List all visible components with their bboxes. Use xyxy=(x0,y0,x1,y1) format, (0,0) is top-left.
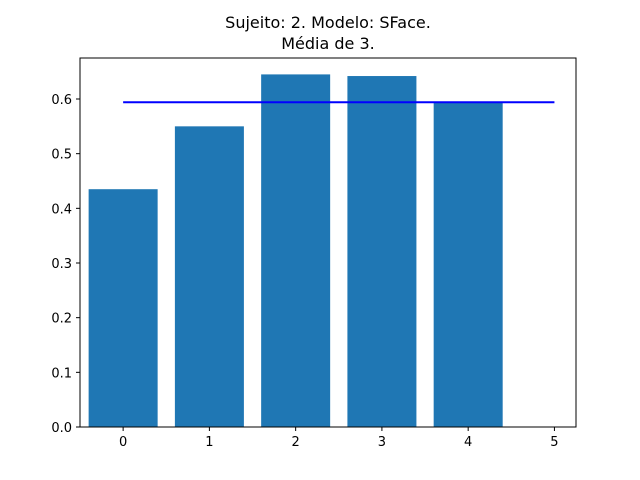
y-tick-label-6: 0.6 xyxy=(51,93,72,108)
x-tick-label-3: 3 xyxy=(378,435,386,450)
bar-4 xyxy=(433,101,503,427)
y-tick-label-3: 0.3 xyxy=(51,257,72,272)
y-tick-label-5: 0.5 xyxy=(51,148,72,163)
x-tick-label-1: 1 xyxy=(205,435,213,450)
plot-frame xyxy=(79,57,577,428)
bar-0 xyxy=(88,189,158,427)
y-tick-label-4: 0.4 xyxy=(51,202,72,217)
bar-1 xyxy=(174,126,244,427)
bar-2 xyxy=(261,74,331,428)
chart-title: Sujeito: 2. Modelo: SFace. xyxy=(225,13,431,32)
bar-3 xyxy=(347,76,417,427)
x-axis: 0 1 2 3 4 5 xyxy=(119,427,559,450)
x-tick-label-5: 5 xyxy=(550,435,558,450)
x-tick-label-0: 0 xyxy=(119,435,127,450)
y-tick-label-0: 0.0 xyxy=(51,421,72,436)
x-tick-label-4: 4 xyxy=(464,435,472,450)
chart-subtitle: Média de 3. xyxy=(281,34,375,53)
y-tick-label-2: 0.2 xyxy=(51,312,72,327)
y-axis: 0.0 0.1 0.2 0.3 0.4 0.5 0.6 xyxy=(51,93,80,436)
bars-group xyxy=(88,74,503,428)
x-tick-label-2: 2 xyxy=(292,435,300,450)
y-tick-label-1: 0.1 xyxy=(51,366,72,381)
